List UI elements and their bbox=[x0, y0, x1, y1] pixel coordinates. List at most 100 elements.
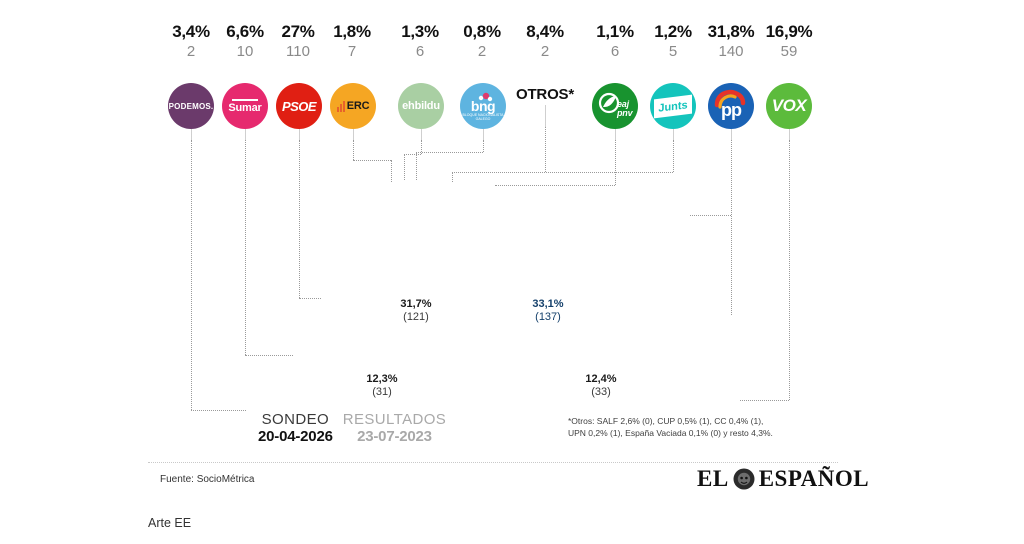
footer-divider bbox=[148, 462, 838, 463]
ring-label-vox-seats: (33) bbox=[591, 386, 611, 398]
party-stat-pp: 31,8% 140 bbox=[697, 22, 765, 61]
brand-logo[interactable]: EL ESPAÑOL bbox=[697, 466, 869, 492]
psoe-logo-icon[interactable]: PSOE bbox=[276, 83, 322, 129]
ehbildu-logo-text: ehbildu bbox=[402, 100, 440, 112]
party-stat-junts: 1,2% 5 bbox=[639, 22, 707, 61]
ring-label-psoe-seats: (121) bbox=[403, 311, 429, 323]
leader-line-ehbildu-v2 bbox=[404, 154, 405, 180]
leader-line-pnv-h bbox=[495, 185, 615, 186]
leader-line-sumar bbox=[245, 140, 246, 355]
leader-line-erc-v2 bbox=[391, 160, 392, 182]
legend-sondeo: SONDEO 20-04-2026 bbox=[258, 411, 333, 445]
erc-logo-text: ERC bbox=[346, 100, 370, 112]
party-seats: 2 bbox=[186, 43, 196, 60]
slice-vox bbox=[645, 290, 758, 412]
credit-label: Arte EE bbox=[148, 516, 192, 530]
election-semidonut-chart bbox=[203, 162, 823, 412]
leader-line-vox-h bbox=[740, 400, 789, 401]
party-seats: 110 bbox=[286, 43, 310, 60]
party-seats: 2 bbox=[540, 43, 550, 60]
bubble-stem bbox=[731, 128, 732, 140]
party-seats: 140 bbox=[718, 43, 744, 60]
party-pct: 27% bbox=[281, 22, 315, 41]
ring-label-psoe: 31,7% (121) bbox=[386, 298, 446, 324]
psoe-logo-text: PSOE bbox=[281, 98, 317, 114]
pnv-logo-text-pnv: pnv bbox=[617, 108, 633, 118]
pnv-logo-text-eaj: eaj bbox=[617, 99, 629, 109]
bubble-stem bbox=[789, 128, 790, 140]
bubble-stem bbox=[191, 128, 192, 140]
legend-resultados: RESULTADOS 23-07-2023 bbox=[343, 411, 446, 445]
party-seats: 6 bbox=[610, 43, 620, 60]
party-stat-pnv: 1,1% 6 bbox=[581, 22, 649, 61]
bubble-stem bbox=[673, 128, 674, 140]
ring-label-sumar-seats: (31) bbox=[372, 386, 392, 398]
inner-slice-psoe bbox=[385, 276, 498, 382]
legend-resultados-title: RESULTADOS bbox=[342, 411, 447, 428]
ehbildu-logo-icon[interactable]: ehbildu bbox=[398, 83, 444, 129]
party-pct: 3,4% bbox=[172, 22, 210, 41]
ring-label-sumar: 12,3% (31) bbox=[352, 373, 412, 399]
party-stat-otros: 8,4% 2 bbox=[511, 22, 579, 61]
vox-logo-text: VOX bbox=[771, 96, 807, 115]
leader-line-erc-h bbox=[353, 160, 391, 161]
slice-junts bbox=[521, 167, 537, 260]
party-stat-sumar: 6,6% 10 bbox=[211, 22, 279, 61]
pnv-leaf-icon bbox=[598, 92, 620, 114]
party-stat-vox: 16,9% 59 bbox=[755, 22, 823, 61]
ring-label-pp: 33,1% (137) bbox=[518, 298, 578, 324]
leader-line-pp-h bbox=[690, 215, 731, 216]
slice-erc bbox=[416, 182, 461, 272]
ring-label-pp-pct: 33,1% bbox=[532, 298, 564, 310]
party-stat-bng: 0,8% 2 bbox=[448, 22, 516, 61]
slice-otros bbox=[444, 167, 519, 266]
bubble-stem bbox=[245, 128, 246, 140]
legend-sondeo-title: SONDEO bbox=[261, 411, 330, 428]
bubble-stem bbox=[421, 128, 422, 140]
leader-line-psoe-h bbox=[299, 298, 321, 299]
slice-podemos bbox=[268, 386, 362, 412]
party-pct: 1,2% bbox=[654, 22, 692, 41]
leader-line-erc bbox=[353, 140, 354, 160]
junts-logo-text: Junts bbox=[658, 98, 688, 114]
leader-line-vox bbox=[789, 140, 790, 400]
vox-logo-icon[interactable]: VOX bbox=[766, 83, 812, 129]
pp-swoosh-icon bbox=[714, 89, 746, 109]
sumar-logo-icon[interactable]: Sumar bbox=[222, 83, 268, 129]
pp-logo-icon[interactable]: pp bbox=[708, 83, 754, 129]
leader-line-junts bbox=[673, 140, 674, 172]
party-seats: 7 bbox=[347, 43, 357, 60]
otros-footnote: *Otros: SALF 2,6% (0), CUP 0,5% (1), CC … bbox=[568, 416, 798, 439]
sumar-logo-bar bbox=[232, 98, 258, 101]
slice-psoe bbox=[280, 187, 453, 365]
pnv-logo-icon[interactable]: eaj pnv bbox=[592, 83, 638, 129]
inner-slice-erc bbox=[487, 275, 503, 335]
left-gutter bbox=[0, 0, 140, 544]
source-label: Fuente: SocioMétrica bbox=[160, 474, 255, 485]
leader-line-psoe bbox=[299, 140, 300, 298]
party-pct: 31,8% bbox=[707, 22, 755, 41]
ring-label-sumar-pct: 12,3% bbox=[366, 373, 398, 385]
erc-logo-icon[interactable]: ERC bbox=[330, 83, 376, 129]
leader-line-otros-v2 bbox=[452, 172, 453, 182]
party-seats: 10 bbox=[236, 43, 254, 60]
leader-line-podemos-h bbox=[191, 410, 246, 411]
junts-logo-plate: Junts bbox=[654, 94, 692, 118]
ring-label-vox-pct: 12,4% bbox=[585, 373, 617, 385]
erc-logo-bars-icon bbox=[336, 101, 345, 112]
leader-line-otros bbox=[545, 127, 546, 172]
party-seats: 2 bbox=[477, 43, 487, 60]
bng-logo-icon[interactable]: bng BLOQUE NACIONALISTA GALEGO bbox=[460, 83, 506, 129]
podemos-logo-icon[interactable]: PODEMOS. bbox=[168, 83, 214, 129]
party-pct: 1,8% bbox=[333, 22, 371, 41]
chart-legend: SONDEO 20-04-2026 RESULTADOS 23-07-2023 bbox=[258, 411, 446, 445]
junts-logo-icon[interactable]: Junts bbox=[650, 83, 696, 129]
brand-text-right: ESPAÑOL bbox=[758, 466, 870, 491]
bubble-stem bbox=[545, 105, 546, 127]
outer-ring-sondeo bbox=[268, 167, 758, 412]
legend-sondeo-date: 20-04-2026 bbox=[258, 428, 333, 445]
party-pct: 1,3% bbox=[401, 22, 439, 41]
bng-star-icon bbox=[478, 92, 493, 102]
bubble-stem bbox=[353, 128, 354, 140]
